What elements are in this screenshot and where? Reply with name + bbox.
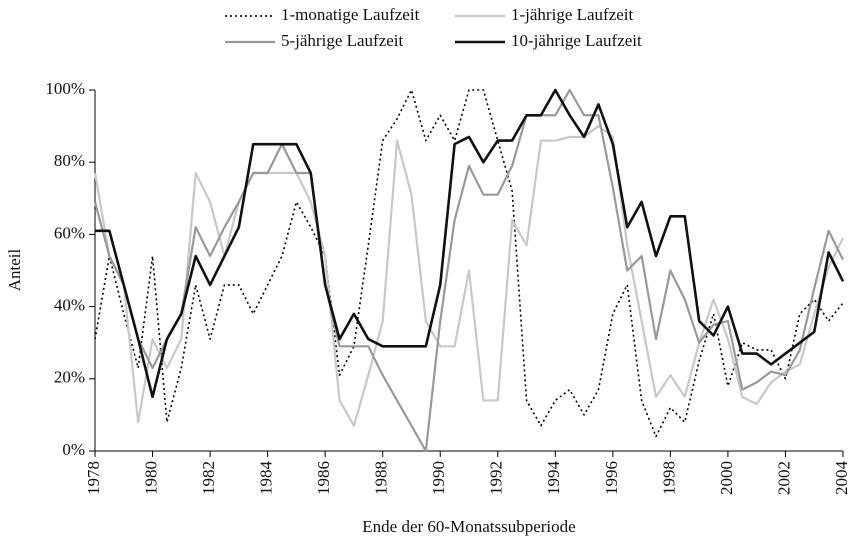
legend-label: 5-jährige Laufzeit (281, 31, 404, 50)
legend-label: 10-jährige Laufzeit (511, 31, 642, 50)
x-tick-label: 1996 (602, 461, 621, 495)
y-tick-label: 40% (54, 296, 85, 315)
x-tick-label: 1986 (314, 461, 333, 495)
y-tick-label: 60% (54, 223, 85, 242)
series-line (95, 88, 845, 399)
x-tick-label: 1982 (199, 461, 218, 495)
y-tick-label: 100% (45, 79, 85, 98)
y-tick-label: 20% (54, 368, 85, 387)
y-axis-label: Anteil (5, 248, 24, 291)
x-tick-label: 1980 (141, 461, 160, 495)
x-tick-label: 1990 (429, 461, 448, 495)
x-tick-label: 1978 (84, 461, 103, 495)
x-tick-label: 2004 (832, 461, 851, 496)
x-tick-label: 2002 (774, 461, 793, 495)
x-tick-label: 1998 (659, 461, 678, 495)
legend-label: 1-monatige Laufzeit (281, 5, 420, 24)
x-tick-label: 2000 (717, 461, 736, 495)
series-line (93, 124, 844, 427)
x-tick-label: 1988 (372, 461, 391, 495)
series-line (94, 89, 844, 438)
y-tick-label: 80% (54, 151, 85, 170)
y-tick-label: 0% (62, 440, 85, 459)
x-tick-label: 1984 (257, 461, 276, 496)
legend-label: 1-jährige Laufzeit (511, 5, 634, 24)
x-tick-label: 1994 (544, 461, 563, 496)
x-tick-label: 1992 (487, 461, 506, 495)
x-axis-label: Ende der 60-Monatssubperiode (362, 517, 575, 536)
